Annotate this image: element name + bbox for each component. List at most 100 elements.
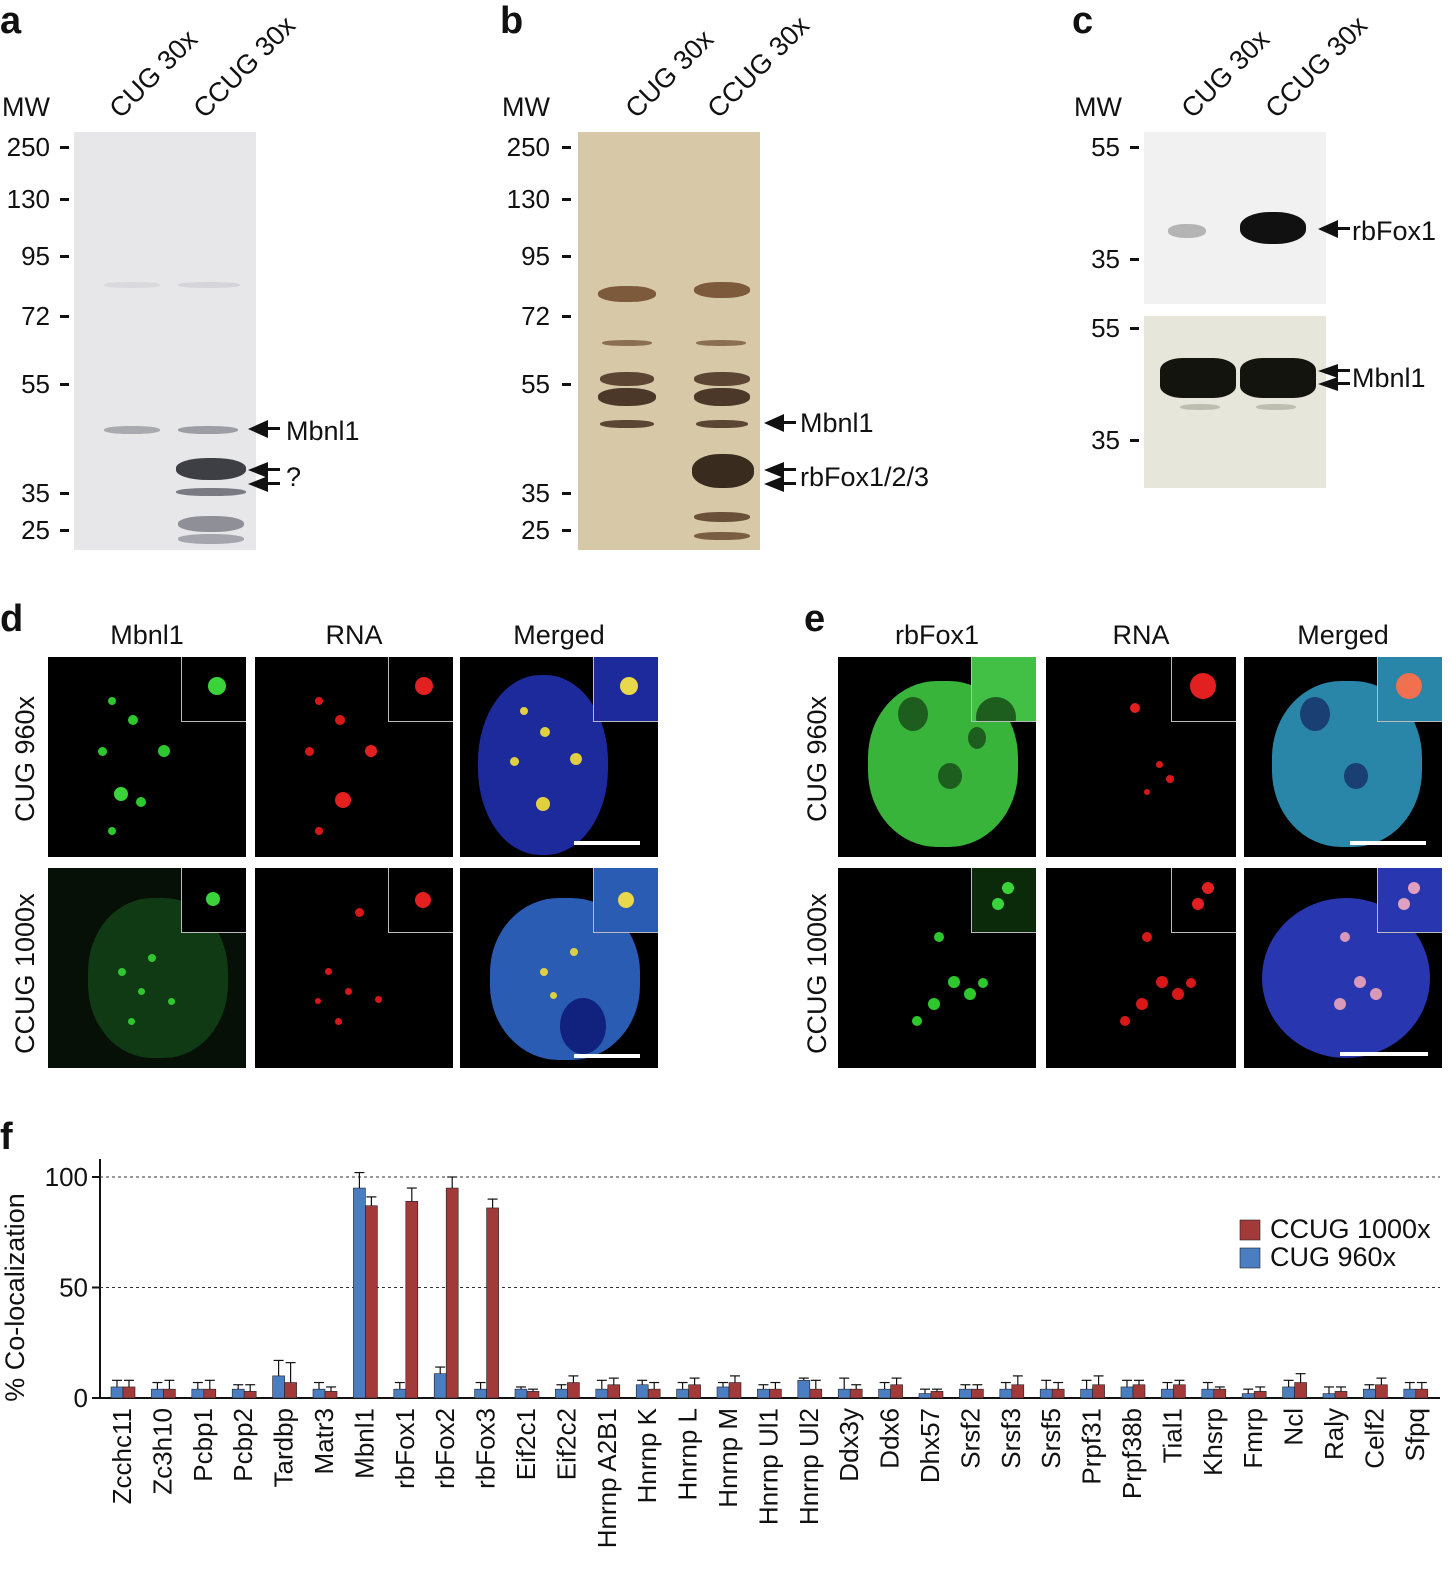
blot-band <box>1180 404 1220 410</box>
panel-letter-c: c <box>1072 0 1094 42</box>
colocalization-bar-chart: 0 50 100 % Co-localization Zcchc11 Zc3h10 Pcbp… <box>0 1159 1440 1548</box>
legend-label: CUG 960x <box>1270 1242 1397 1272</box>
annotation-mbnl1-a: Mbnl1 <box>286 416 360 446</box>
zoom-inset <box>971 868 1036 933</box>
row-header: CCUG 1000x <box>802 893 832 1054</box>
lane-label: CUG 30x <box>619 23 720 124</box>
scale-bar <box>1340 1052 1428 1056</box>
x-tick-label: Ddx3y <box>834 1408 864 1482</box>
x-tick-label: Hnrnp A2B1 <box>592 1408 622 1548</box>
bar-cug-960x <box>191 1388 205 1399</box>
mw-tick-mark <box>60 383 69 386</box>
bar-ccug-1000x <box>1294 1382 1307 1399</box>
gel-image-b <box>578 132 760 550</box>
bar-cug-960x <box>272 1375 285 1399</box>
bar-ccug-1000x <box>1132 1384 1146 1399</box>
mw-tick-label: 35 <box>1091 425 1120 455</box>
gel-band <box>696 340 746 346</box>
row-header: CUG 960x <box>10 695 40 822</box>
mw-tick-mark <box>562 255 571 258</box>
gel-band <box>694 372 750 386</box>
y-tick-label: 0 <box>74 1383 88 1413</box>
bar-ccug-1000x <box>284 1382 297 1399</box>
mw-tick-mark <box>1130 327 1139 330</box>
column-header: Mbnl1 <box>110 620 184 650</box>
bar-ccug-1000x <box>122 1386 136 1399</box>
x-tick-label: Fmrp <box>1238 1408 1268 1469</box>
blot-band <box>1160 358 1236 398</box>
bar-ccug-1000x <box>890 1384 903 1399</box>
mw-tick-label: 35 <box>521 478 550 508</box>
gel-band <box>598 388 656 406</box>
mw-tick-label: 25 <box>521 515 550 545</box>
mw-tick-mark <box>60 529 69 532</box>
bar-ccug-1000x <box>445 1187 459 1399</box>
bar-cug-960x <box>231 1388 245 1399</box>
gel-band <box>178 426 238 434</box>
x-tick-label: Pcbp1 <box>188 1408 218 1482</box>
gel-band <box>694 388 750 406</box>
zoom-inset <box>388 657 453 722</box>
scale-bar <box>1350 841 1426 845</box>
mw-tick-mark <box>562 529 571 532</box>
mw-tick-label: 72 <box>521 301 550 331</box>
micrograph-e-ccug-rbfox1 <box>838 868 1036 1068</box>
bar-cug-960x <box>1080 1388 1093 1399</box>
bar-ccug-1000x <box>849 1388 863 1399</box>
micrograph-e-ccug-merged <box>1244 868 1442 1068</box>
blot-band <box>1168 224 1206 238</box>
bar-ccug-1000x <box>243 1391 257 1399</box>
annotation-rbfox1-c: rbFox1 <box>1352 216 1437 246</box>
mw-tick-mark <box>60 492 69 495</box>
panel-letter-a: a <box>0 0 22 42</box>
bar-ccug-1000x <box>930 1391 944 1399</box>
column-header: rbFox1 <box>894 620 980 650</box>
gel-band <box>602 340 652 346</box>
blot-band <box>1240 358 1316 398</box>
x-tick-label: Matr3 <box>309 1408 339 1474</box>
gel-band <box>694 532 750 540</box>
zoom-inset <box>181 868 246 933</box>
annotation-unknown-a: ? <box>286 462 302 492</box>
zoom-inset <box>1171 657 1236 722</box>
zoom-inset <box>388 868 453 933</box>
bar-cug-960x <box>837 1388 851 1399</box>
gel-band <box>692 454 754 488</box>
mw-tick-mark <box>60 198 69 201</box>
bar-cug-960x <box>757 1388 770 1399</box>
y-tick-label: 100 <box>45 1162 88 1192</box>
mw-tick-label: 25 <box>21 515 50 545</box>
row-header: CCUG 1000x <box>10 893 40 1054</box>
x-tick-label: Tial1 <box>1157 1408 1187 1463</box>
mw-tick-label: 35 <box>21 478 50 508</box>
bar-cug-960x <box>1322 1393 1336 1399</box>
x-tick-label: Hnrnp K <box>632 1407 662 1503</box>
mw-tick-label: 35 <box>1091 244 1120 274</box>
x-tick-label: Khsrp <box>1198 1408 1228 1476</box>
bar-ccug-1000x <box>405 1201 419 1399</box>
lane-label: CCUG 30x <box>187 10 302 124</box>
bar-cug-960x <box>312 1388 326 1399</box>
bar-cug-960x <box>474 1388 487 1399</box>
mw-tick-label: 55 <box>21 369 50 399</box>
bar-cug-960x <box>353 1187 366 1399</box>
x-tick-label: rbFox3 <box>471 1408 501 1489</box>
x-tick-label: Zc3h10 <box>147 1408 177 1495</box>
mw-tick-label: 95 <box>21 241 50 271</box>
gel-band <box>178 516 244 532</box>
bar-ccug-1000x <box>607 1384 621 1399</box>
bar-ccug-1000x <box>728 1382 742 1399</box>
gel-band <box>178 534 244 544</box>
lane-label: CCUG 30x <box>701 10 816 124</box>
panel-letter-b: b <box>500 0 524 42</box>
bar-ccug-1000x <box>1213 1388 1227 1399</box>
zoom-inset <box>181 657 246 722</box>
annotation-mbnl1-b: Mbnl1 <box>800 408 874 438</box>
gel-band <box>104 282 160 288</box>
zoom-inset <box>1377 868 1442 933</box>
y-tick-label: 50 <box>59 1273 88 1303</box>
double-arrow-c <box>1318 364 1350 391</box>
column-header: Merged <box>1297 620 1389 650</box>
bar-cug-960x <box>1241 1393 1255 1399</box>
mw-tick-label: 250 <box>506 132 550 162</box>
